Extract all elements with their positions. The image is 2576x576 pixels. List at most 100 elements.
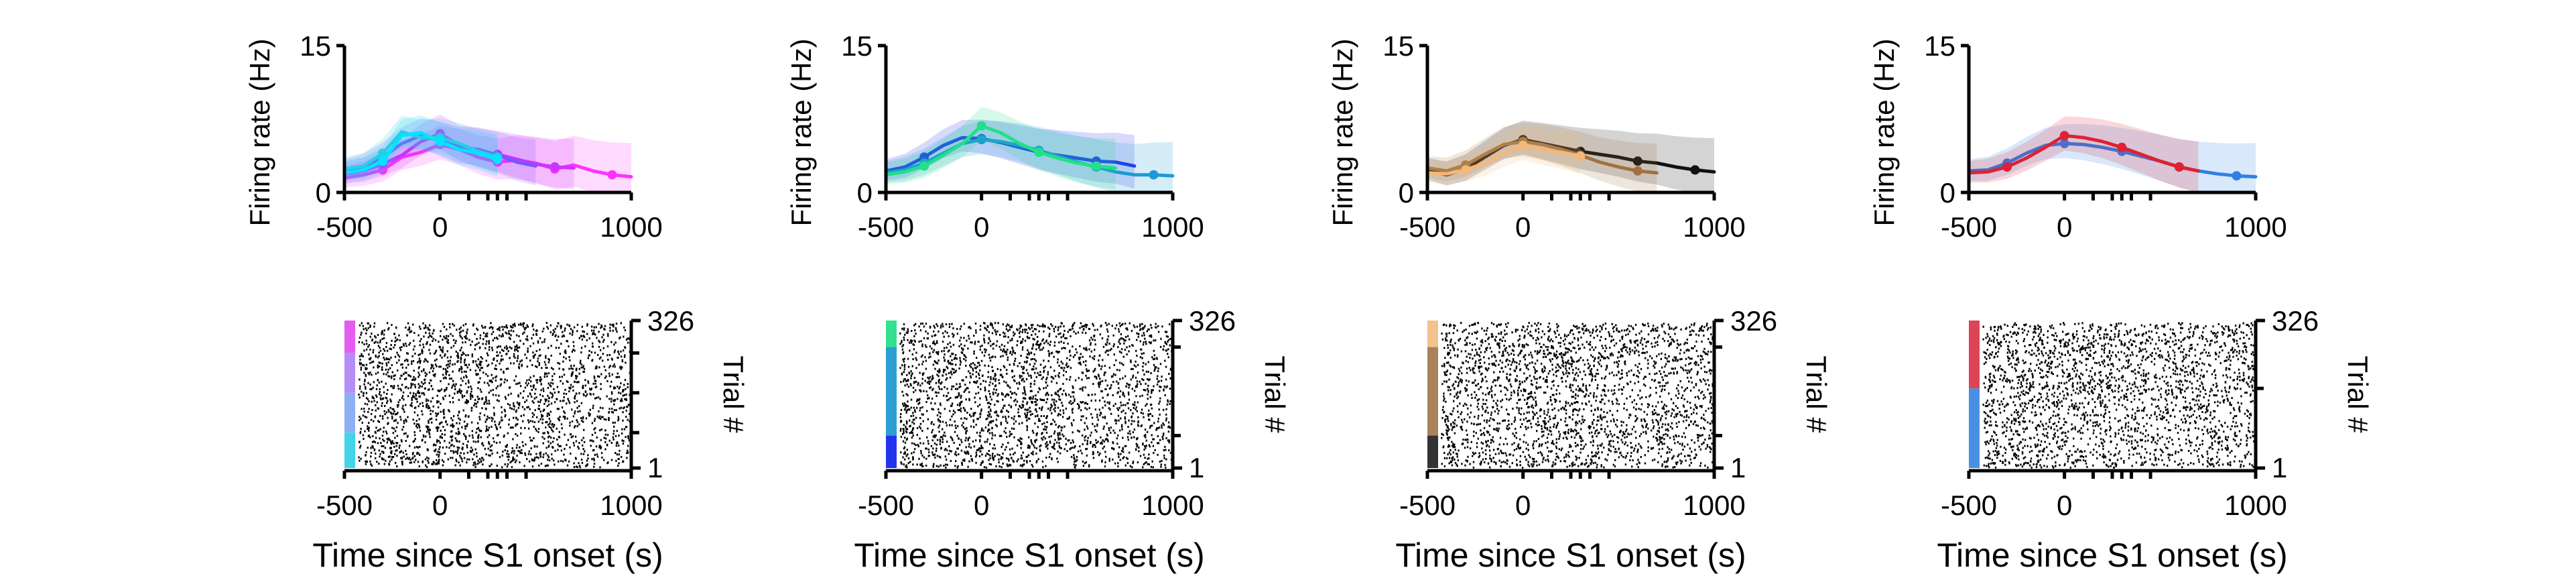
spike [572, 341, 574, 343]
spike [1165, 349, 1167, 352]
spike [1000, 421, 1003, 424]
spike [440, 380, 442, 382]
spike [986, 453, 988, 455]
spike [429, 352, 432, 355]
spike [1092, 323, 1094, 325]
spike [921, 382, 923, 385]
spike [1139, 340, 1141, 343]
spike [588, 412, 590, 414]
spike [974, 323, 977, 325]
spike [506, 332, 508, 335]
spike [452, 323, 454, 325]
spike [587, 382, 590, 384]
spike [608, 411, 610, 414]
spike [1102, 447, 1104, 450]
spike [594, 427, 596, 429]
spike [475, 431, 477, 434]
spike [452, 396, 454, 399]
spike [446, 356, 449, 359]
spike [595, 380, 597, 382]
spike [618, 435, 620, 437]
spike [508, 455, 510, 458]
spike [1066, 418, 1068, 420]
spike [1120, 362, 1123, 365]
spike [363, 410, 365, 413]
spike [1106, 401, 1108, 404]
spike [1099, 452, 1101, 455]
spike [367, 398, 369, 400]
spike [972, 419, 974, 422]
spike [501, 416, 503, 419]
spike [1085, 417, 1088, 420]
spike [574, 435, 577, 438]
spike [1131, 388, 1133, 390]
spike [465, 414, 467, 416]
spike [1074, 379, 1077, 382]
spike [1007, 349, 1009, 351]
spike [1082, 325, 1084, 327]
spike [428, 388, 430, 391]
spike [970, 363, 972, 365]
spike [593, 428, 595, 430]
spike [1147, 430, 1149, 433]
spike [907, 365, 910, 368]
spike [1082, 401, 1084, 403]
spike [1020, 406, 1023, 409]
spike [452, 384, 454, 387]
spike [938, 419, 940, 422]
spike [1023, 388, 1025, 390]
spike [562, 368, 565, 371]
spike [373, 448, 376, 451]
spike [407, 395, 409, 398]
spike [431, 421, 433, 424]
spike [622, 394, 624, 397]
spike [938, 378, 940, 381]
spike [599, 445, 601, 447]
spike [966, 426, 968, 429]
spike [576, 406, 578, 409]
spike [1084, 402, 1086, 405]
series-line-1 [1425, 137, 1716, 177]
spike [997, 322, 999, 325]
spike [914, 410, 916, 413]
spike [1061, 404, 1064, 407]
spike [387, 389, 389, 392]
spike [466, 337, 468, 340]
spike [365, 386, 367, 388]
spike [905, 439, 908, 441]
spike [359, 355, 361, 357]
spike [513, 355, 515, 357]
spike [436, 453, 438, 456]
spike [1009, 435, 1011, 438]
spike [545, 363, 547, 366]
spike [595, 326, 597, 329]
spike [1007, 384, 1009, 387]
spike [1125, 445, 1127, 447]
spike [945, 447, 947, 450]
spike [1118, 446, 1120, 449]
spike [1000, 410, 1002, 413]
spike [492, 331, 495, 333]
spike [1017, 388, 1019, 390]
spike [507, 350, 509, 353]
spike [939, 439, 941, 441]
spike [922, 420, 924, 422]
spike [388, 463, 391, 466]
spike [1048, 436, 1050, 439]
spike [1124, 445, 1126, 447]
spike [446, 370, 448, 373]
spike [1122, 447, 1124, 449]
spike [602, 353, 604, 355]
spike [526, 458, 528, 461]
spike [476, 338, 478, 340]
spike [1161, 436, 1163, 439]
spike [1118, 328, 1120, 331]
series-point [2059, 139, 2069, 148]
spike [563, 392, 565, 395]
spike [389, 447, 391, 450]
spike [1122, 409, 1124, 412]
spike [1120, 351, 1122, 354]
spike [964, 359, 967, 362]
spike [1092, 453, 1094, 455]
spike [1033, 365, 1035, 367]
